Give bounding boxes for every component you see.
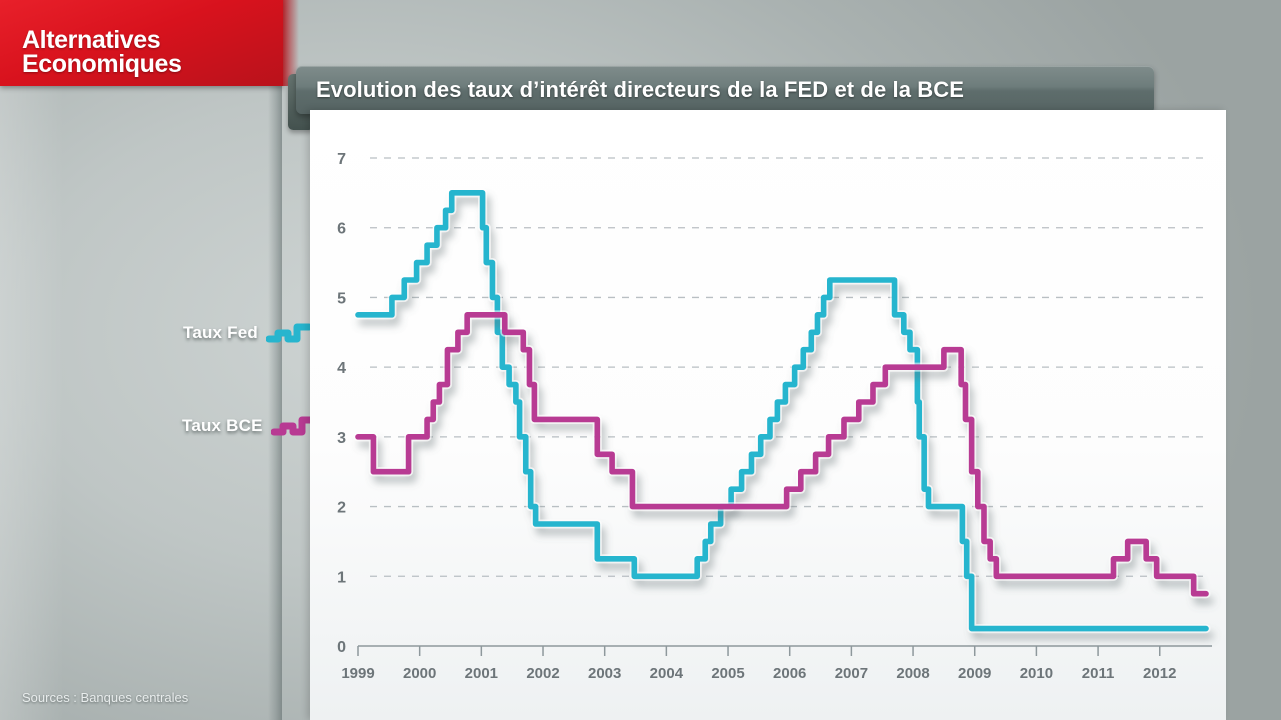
page-title: Evolution des taux d’intérêt directeurs … (316, 77, 965, 102)
panel-seam-divider (268, 86, 282, 720)
series-taux-fed (353, 188, 1211, 634)
x-tick-label: 2004 (650, 665, 684, 682)
x-tick-label: 2012 (1143, 665, 1176, 682)
title-bar: Evolution des taux d’intérêt directeurs … (296, 66, 1154, 114)
y-tick-label: 3 (337, 430, 346, 447)
legend-item-taux-fed: Taux Fed (183, 320, 313, 346)
wave-line-icon-bce (270, 413, 318, 439)
x-tick-label: 2008 (896, 665, 929, 682)
chart-card: 0 1 2 3 4 5 6 7 1999 2000 2001 2002 2003 2004 2005 2006… (310, 110, 1226, 720)
x-tick-label: 2006 (773, 665, 806, 682)
x-tick-label: 2010 (1020, 665, 1053, 682)
x-tick-label: 1999 (341, 665, 374, 682)
x-tick-label: 2011 (1082, 665, 1115, 682)
y-tick-label: 4 (337, 360, 346, 377)
wave-line-icon-fed (265, 320, 313, 346)
y-tick-label: 1 (337, 569, 346, 586)
y-tick-label: 7 (337, 151, 346, 168)
series-line (355, 190, 1209, 632)
brand-name-line2: Economiques (22, 50, 182, 78)
x-tick-label: 2005 (711, 665, 744, 682)
legend-label-taux-bce: Taux BCE (182, 416, 263, 435)
y-axis-ticklabels: 0 1 2 3 4 5 6 7 (337, 151, 346, 656)
x-tick-label: 2009 (958, 665, 991, 682)
x-tick-label: 2007 (835, 665, 868, 682)
series-halo (353, 310, 1211, 599)
panel-light-gradient (0, 86, 64, 720)
brand-logo: Alternatives Economiques (0, 0, 299, 86)
x-tick-label: 2002 (526, 665, 559, 682)
legend-label-taux-fed: Taux Fed (183, 323, 258, 342)
series-taux-bce (353, 310, 1211, 599)
x-tick-label: 2000 (403, 665, 436, 682)
y-tick-label: 2 (337, 500, 346, 517)
line-chart: 0 1 2 3 4 5 6 7 1999 2000 2001 2002 2003 2004 2005 2006… (337, 151, 1212, 682)
x-tick-label: 2003 (588, 665, 621, 682)
legend-item-taux-bce: Taux BCE (182, 413, 318, 439)
brand-name-line1: Alternatives (22, 26, 161, 54)
series-line (355, 312, 1209, 597)
y-tick-label: 5 (337, 290, 346, 307)
sources-note: Sources : Banques centrales (22, 690, 189, 705)
x-tick-label: 2001 (465, 665, 498, 682)
y-gridlines (370, 157, 1206, 577)
x-axis: 1999 2000 2001 2002 2003 2004 2005 2006 2007 2008… (341, 645, 1212, 682)
y-tick-label: 0 (337, 639, 346, 656)
y-tick-label: 6 (337, 221, 346, 238)
